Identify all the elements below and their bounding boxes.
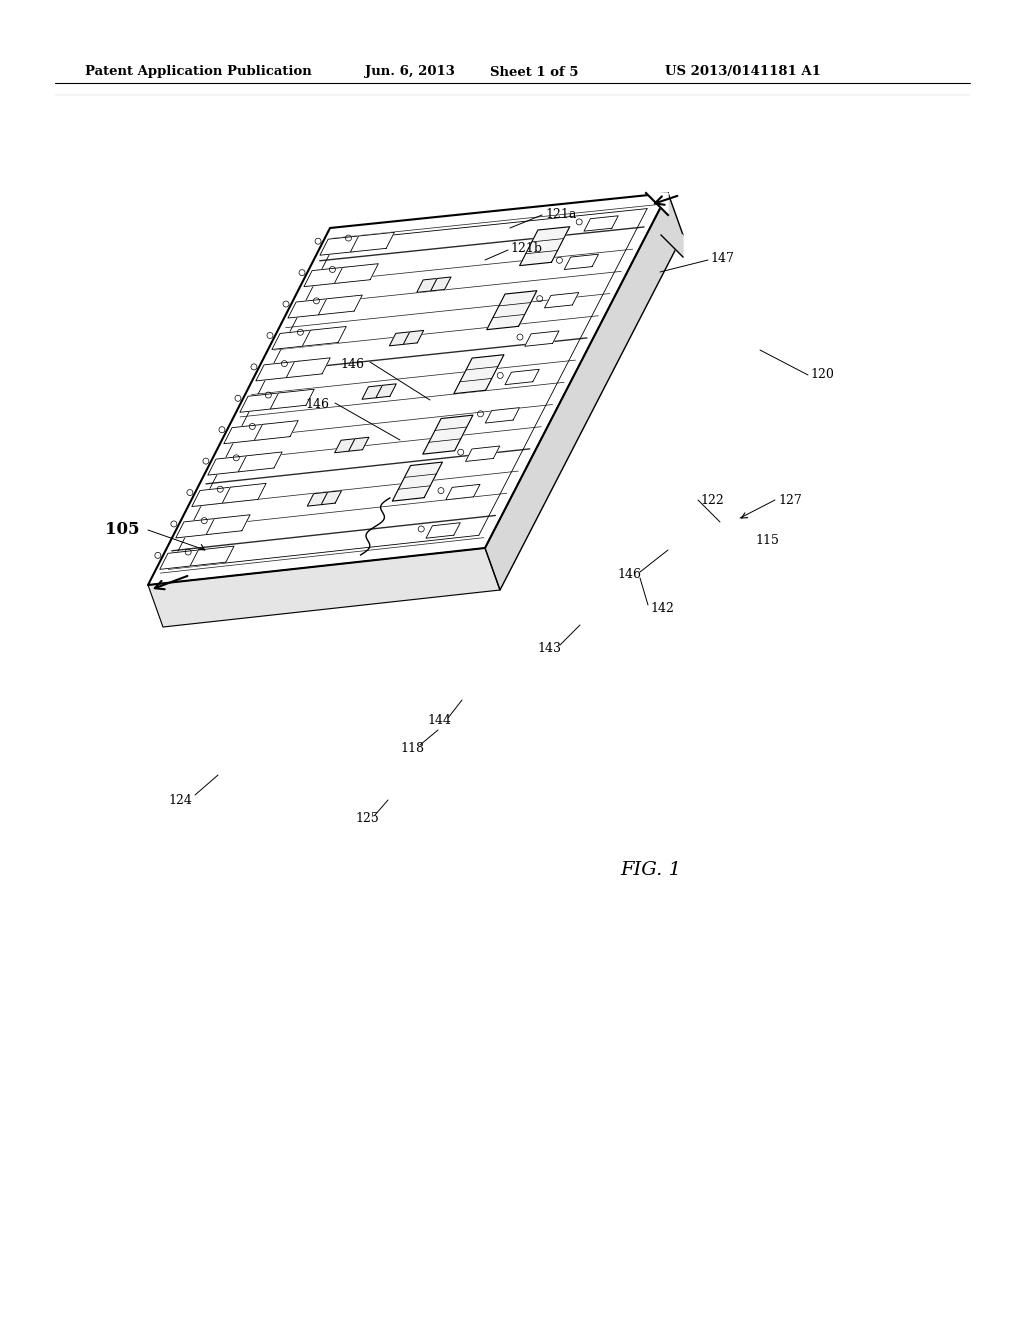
Polygon shape xyxy=(270,389,314,409)
Polygon shape xyxy=(486,290,537,330)
Text: FIG. 1: FIG. 1 xyxy=(620,861,681,879)
Polygon shape xyxy=(584,215,618,231)
Polygon shape xyxy=(191,487,236,507)
Polygon shape xyxy=(318,296,362,315)
Text: 146: 146 xyxy=(305,399,329,412)
Text: 146: 146 xyxy=(340,359,364,371)
Polygon shape xyxy=(148,193,668,585)
Polygon shape xyxy=(304,267,348,286)
Polygon shape xyxy=(322,491,342,504)
Polygon shape xyxy=(445,484,480,500)
Polygon shape xyxy=(239,451,283,471)
Polygon shape xyxy=(524,331,559,346)
Polygon shape xyxy=(190,546,234,566)
Polygon shape xyxy=(564,255,598,269)
Polygon shape xyxy=(362,385,382,399)
Polygon shape xyxy=(319,235,364,255)
Polygon shape xyxy=(302,326,346,346)
Polygon shape xyxy=(148,548,500,627)
Polygon shape xyxy=(272,330,315,350)
Text: 118: 118 xyxy=(400,742,424,755)
Text: 143: 143 xyxy=(537,642,561,655)
Polygon shape xyxy=(392,462,442,502)
Polygon shape xyxy=(389,331,410,346)
Text: Patent Application Publication: Patent Application Publication xyxy=(85,66,311,78)
Polygon shape xyxy=(505,370,540,384)
Text: 127: 127 xyxy=(778,494,802,507)
Polygon shape xyxy=(224,424,268,444)
Polygon shape xyxy=(662,235,683,257)
Text: Jun. 6, 2013: Jun. 6, 2013 xyxy=(365,66,455,78)
Text: 121b: 121b xyxy=(510,242,542,255)
Text: 146: 146 xyxy=(617,569,641,582)
Polygon shape xyxy=(208,455,252,475)
Polygon shape xyxy=(307,492,328,506)
Polygon shape xyxy=(426,523,460,539)
Text: 147: 147 xyxy=(710,252,734,264)
Polygon shape xyxy=(417,279,437,293)
Text: US 2013/0141181 A1: US 2013/0141181 A1 xyxy=(665,66,821,78)
Text: 142: 142 xyxy=(650,602,674,615)
Polygon shape xyxy=(646,193,668,215)
Text: 105: 105 xyxy=(105,521,139,539)
Polygon shape xyxy=(376,384,396,397)
Polygon shape xyxy=(240,392,284,412)
Polygon shape xyxy=(466,446,500,462)
Polygon shape xyxy=(335,438,355,453)
Polygon shape xyxy=(519,227,569,265)
Polygon shape xyxy=(403,330,424,345)
Text: 121a: 121a xyxy=(545,209,577,222)
Text: 124: 124 xyxy=(168,793,191,807)
Text: 115: 115 xyxy=(755,533,779,546)
Polygon shape xyxy=(431,277,451,290)
Polygon shape xyxy=(206,515,250,535)
Polygon shape xyxy=(454,355,504,393)
Polygon shape xyxy=(545,293,579,308)
Polygon shape xyxy=(160,549,204,569)
Polygon shape xyxy=(256,362,300,381)
Polygon shape xyxy=(348,437,369,451)
Text: 144: 144 xyxy=(427,714,451,726)
Polygon shape xyxy=(350,232,394,252)
Polygon shape xyxy=(485,193,683,590)
Text: 122: 122 xyxy=(700,494,724,507)
Polygon shape xyxy=(254,421,298,441)
Polygon shape xyxy=(335,264,378,284)
Polygon shape xyxy=(287,358,331,378)
Polygon shape xyxy=(222,483,266,503)
Polygon shape xyxy=(423,414,473,454)
Text: Sheet 1 of 5: Sheet 1 of 5 xyxy=(490,66,579,78)
Polygon shape xyxy=(485,408,519,424)
Text: 120: 120 xyxy=(810,368,834,381)
Polygon shape xyxy=(288,298,332,318)
Polygon shape xyxy=(176,517,220,539)
Text: 125: 125 xyxy=(355,812,379,825)
